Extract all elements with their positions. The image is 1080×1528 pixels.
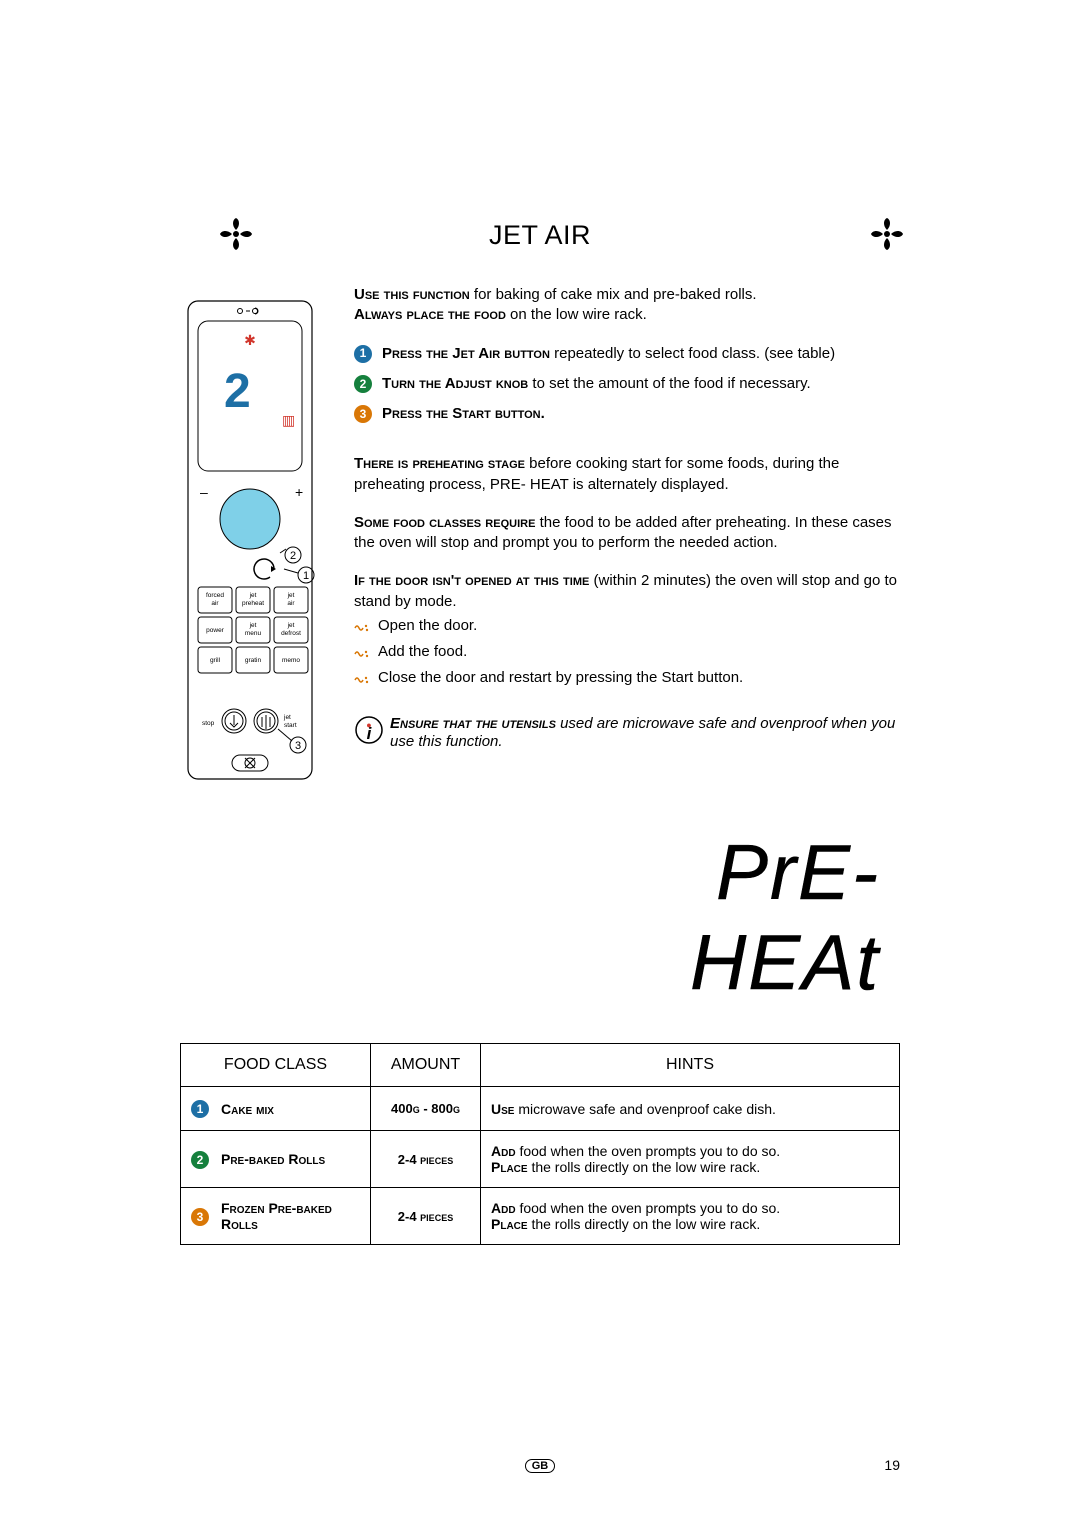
svg-text:memo: memo xyxy=(282,657,300,664)
hint-cell: Add food when the oven prompts you to do… xyxy=(481,1131,900,1188)
intro-para: Use this function for baking of cake mix… xyxy=(354,285,900,326)
hint-cell: Use microwave safe and ovenproof cake di… xyxy=(481,1087,900,1131)
svg-text:jet: jet xyxy=(287,622,295,629)
preheat-para: There is preheating stage before cooking… xyxy=(354,454,900,495)
amount-cell: 2-4 pieces xyxy=(371,1188,481,1245)
svg-text:forced: forced xyxy=(206,592,224,599)
hint-cell: Add food when the oven prompts you to do… xyxy=(481,1188,900,1245)
info-note: ●i Ensure that the utensils used are mic… xyxy=(354,715,900,753)
control-panel-svg: ✱ 2 ▥ – + 2 1 forcedairjetpreheatjetairp… xyxy=(180,297,330,797)
svg-text:grill: grill xyxy=(210,657,221,664)
svg-text:–: – xyxy=(200,484,208,500)
svg-text:air: air xyxy=(211,600,219,607)
step-item: 1 Press the Jet Air button repeatedly to… xyxy=(354,344,900,364)
svg-text:jet: jet xyxy=(287,592,295,599)
svg-text:air: air xyxy=(287,600,295,607)
food-name: Frozen Pre-baked Rolls xyxy=(221,1200,360,1232)
bullet-icon xyxy=(354,620,370,640)
svg-text:jet: jet xyxy=(249,592,257,599)
table-row: 2 Pre-baked Rolls 2-4 pieces Add food whe… xyxy=(181,1131,900,1188)
step-badge: 2 xyxy=(354,375,372,393)
row-badge: 3 xyxy=(191,1208,209,1226)
region-badge: GB xyxy=(525,1459,556,1473)
bullet-icon xyxy=(354,672,370,692)
body-text: Use this function for baking of cake mix… xyxy=(354,285,900,797)
food-name: Pre-baked Rolls xyxy=(221,1151,325,1167)
require-para: Some food classes require the food to be… xyxy=(354,513,900,554)
svg-text:1: 1 xyxy=(303,570,309,582)
food-class-table: FOOD CLASS AMOUNT HINTS 1 Cake mix 400g -… xyxy=(180,1043,900,1245)
svg-text:start: start xyxy=(284,722,297,729)
svg-text:+: + xyxy=(295,484,303,500)
svg-text:jet: jet xyxy=(249,622,257,629)
step-item: 2 Turn the Adjust knob to set the amount… xyxy=(354,374,900,394)
amount-cell: 2-4 pieces xyxy=(371,1131,481,1188)
svg-text:menu: menu xyxy=(245,630,262,637)
bullet-list: Open the door.Add the food.Close the doo… xyxy=(354,616,900,693)
th-food-class: FOOD CLASS xyxy=(181,1044,371,1087)
svg-text:✱: ✱ xyxy=(244,332,256,348)
step-badge: 1 xyxy=(354,345,372,363)
table-row: 1 Cake mix 400g - 800g Use microwave safe… xyxy=(181,1087,900,1131)
bullet-icon xyxy=(354,646,370,666)
bullet-item: Open the door. xyxy=(354,616,900,640)
bullet-item: Add the food. xyxy=(354,642,900,666)
table-row: 3 Frozen Pre-baked Rolls 2-4 pieces Add f… xyxy=(181,1188,900,1245)
fan-icon-left xyxy=(218,216,254,257)
page-title: JET AIR xyxy=(180,220,900,251)
header: JET AIR xyxy=(180,220,900,260)
svg-text:power: power xyxy=(206,627,225,634)
info-icon: ●i xyxy=(354,715,384,751)
step-badge: 3 xyxy=(354,405,372,423)
page-number: 19 xyxy=(884,1457,900,1473)
control-panel-figure: ✱ 2 ▥ – + 2 1 forcedairjetpreheatjetairp… xyxy=(180,285,330,797)
fan-icon-right xyxy=(869,216,905,257)
seg-line2: HEAt xyxy=(690,918,881,1006)
svg-text:jet: jet xyxy=(283,714,291,721)
row-badge: 2 xyxy=(191,1151,209,1169)
amount-cell: 400g - 800g xyxy=(371,1087,481,1131)
svg-text:3: 3 xyxy=(295,740,301,752)
row-badge: 1 xyxy=(191,1100,209,1118)
svg-text:i: i xyxy=(367,724,373,743)
segment-display: PrE- HEAt xyxy=(180,827,900,1023)
step-item: 3 Press the Start button. xyxy=(354,404,900,424)
th-hints: HINTS xyxy=(481,1044,900,1087)
svg-text:▥: ▥ xyxy=(282,412,295,428)
footer: GB 19 xyxy=(0,1456,1080,1473)
svg-text:2: 2 xyxy=(290,550,296,562)
seg-line1: PrE- xyxy=(716,828,880,916)
svg-text:defrost: defrost xyxy=(281,630,301,637)
food-name: Cake mix xyxy=(221,1101,274,1117)
step-list: 1 Press the Jet Air button repeatedly to… xyxy=(354,344,900,425)
svg-text:stop: stop xyxy=(202,720,215,727)
svg-text:2: 2 xyxy=(224,365,251,418)
bullet-item: Close the door and restart by pressing t… xyxy=(354,668,900,692)
door-para: If the door isn't opened at this time (w… xyxy=(354,571,900,612)
svg-text:preheat: preheat xyxy=(242,600,264,607)
svg-text:gratin: gratin xyxy=(245,657,262,664)
th-amount: AMOUNT xyxy=(371,1044,481,1087)
